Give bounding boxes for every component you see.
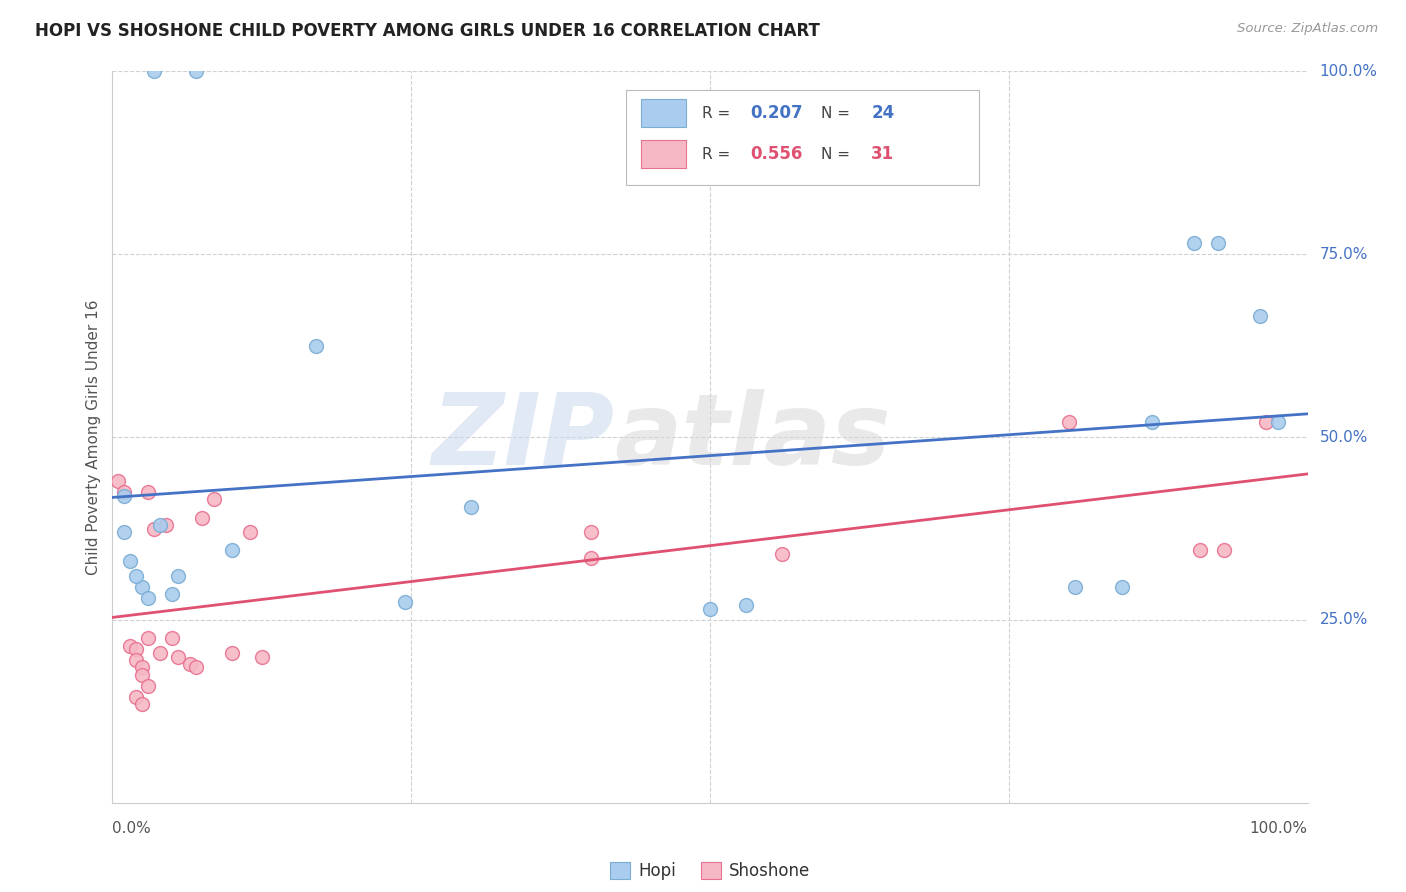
Point (1254, 416, 1277, 430)
Point (167, 569, 190, 583)
Point (162, 632, 183, 646)
Point (770, 547, 793, 561)
Y-axis label: Child Poverty Among Girls Under 16: Child Poverty Among Girls Under 16 (86, 300, 101, 574)
Point (579, 550, 602, 565)
Point (186, 64, 208, 78)
Point (155, 517, 177, 532)
Point (131, 580, 153, 594)
Point (699, 602, 721, 616)
Point (1189, 543, 1212, 558)
Text: 24: 24 (872, 104, 894, 122)
Text: 75.0%: 75.0% (1319, 247, 1368, 261)
Point (149, 517, 172, 532)
Point (125, 653, 148, 667)
Point (143, 64, 166, 78)
Text: atlas: atlas (614, 389, 891, 485)
Point (1212, 543, 1236, 558)
Point (125, 642, 148, 657)
Point (114, 485, 135, 500)
Point (131, 697, 153, 711)
Point (221, 646, 243, 660)
Point (120, 639, 142, 653)
Point (1063, 580, 1085, 594)
Point (221, 543, 243, 558)
Text: 0.0%: 0.0% (112, 821, 152, 836)
Point (186, 660, 208, 674)
Point (1140, 416, 1163, 430)
Point (460, 500, 482, 514)
Point (1267, 416, 1289, 430)
Point (239, 525, 262, 540)
Point (143, 521, 166, 535)
Point (138, 632, 160, 646)
Point (179, 657, 201, 671)
Point (191, 510, 214, 524)
Point (114, 489, 135, 503)
Text: HOPI VS SHOSHONE CHILD POVERTY AMONG GIRLS UNDER 16 CORRELATION CHART: HOPI VS SHOSHONE CHILD POVERTY AMONG GIR… (35, 22, 820, 40)
FancyBboxPatch shape (641, 140, 686, 168)
Point (202, 492, 225, 507)
Point (120, 554, 142, 568)
Text: ZIP: ZIP (432, 389, 614, 485)
Point (162, 587, 183, 601)
Point (579, 525, 602, 540)
Point (304, 338, 326, 352)
Point (114, 525, 135, 540)
Point (138, 679, 160, 693)
Text: Source: ZipAtlas.com: Source: ZipAtlas.com (1237, 22, 1378, 36)
Text: 0.207: 0.207 (751, 104, 803, 122)
Point (1111, 580, 1133, 594)
Text: 25.0%: 25.0% (1319, 613, 1368, 627)
FancyBboxPatch shape (626, 90, 979, 185)
Point (1206, 236, 1229, 251)
Point (394, 594, 416, 608)
Point (138, 485, 160, 500)
Point (1182, 236, 1205, 251)
Point (1057, 416, 1080, 430)
Text: 100.0%: 100.0% (1250, 821, 1308, 836)
Text: N =: N = (821, 105, 855, 120)
Text: R =: R = (702, 105, 735, 120)
Text: 0.556: 0.556 (751, 145, 803, 163)
Point (735, 599, 758, 613)
Point (107, 474, 129, 488)
Text: R =: R = (702, 146, 735, 161)
Text: 31: 31 (872, 145, 894, 163)
Point (125, 690, 148, 704)
Point (131, 660, 153, 674)
Point (138, 591, 160, 605)
Point (167, 649, 190, 664)
Text: 50.0%: 50.0% (1319, 430, 1368, 444)
Text: N =: N = (821, 146, 855, 161)
Point (125, 569, 148, 583)
Point (1249, 310, 1271, 324)
Text: 100.0%: 100.0% (1319, 64, 1378, 78)
FancyBboxPatch shape (641, 99, 686, 127)
Point (250, 649, 273, 664)
Point (131, 667, 153, 681)
Legend: Hopi, Shoshone: Hopi, Shoshone (603, 855, 817, 887)
Point (149, 646, 172, 660)
